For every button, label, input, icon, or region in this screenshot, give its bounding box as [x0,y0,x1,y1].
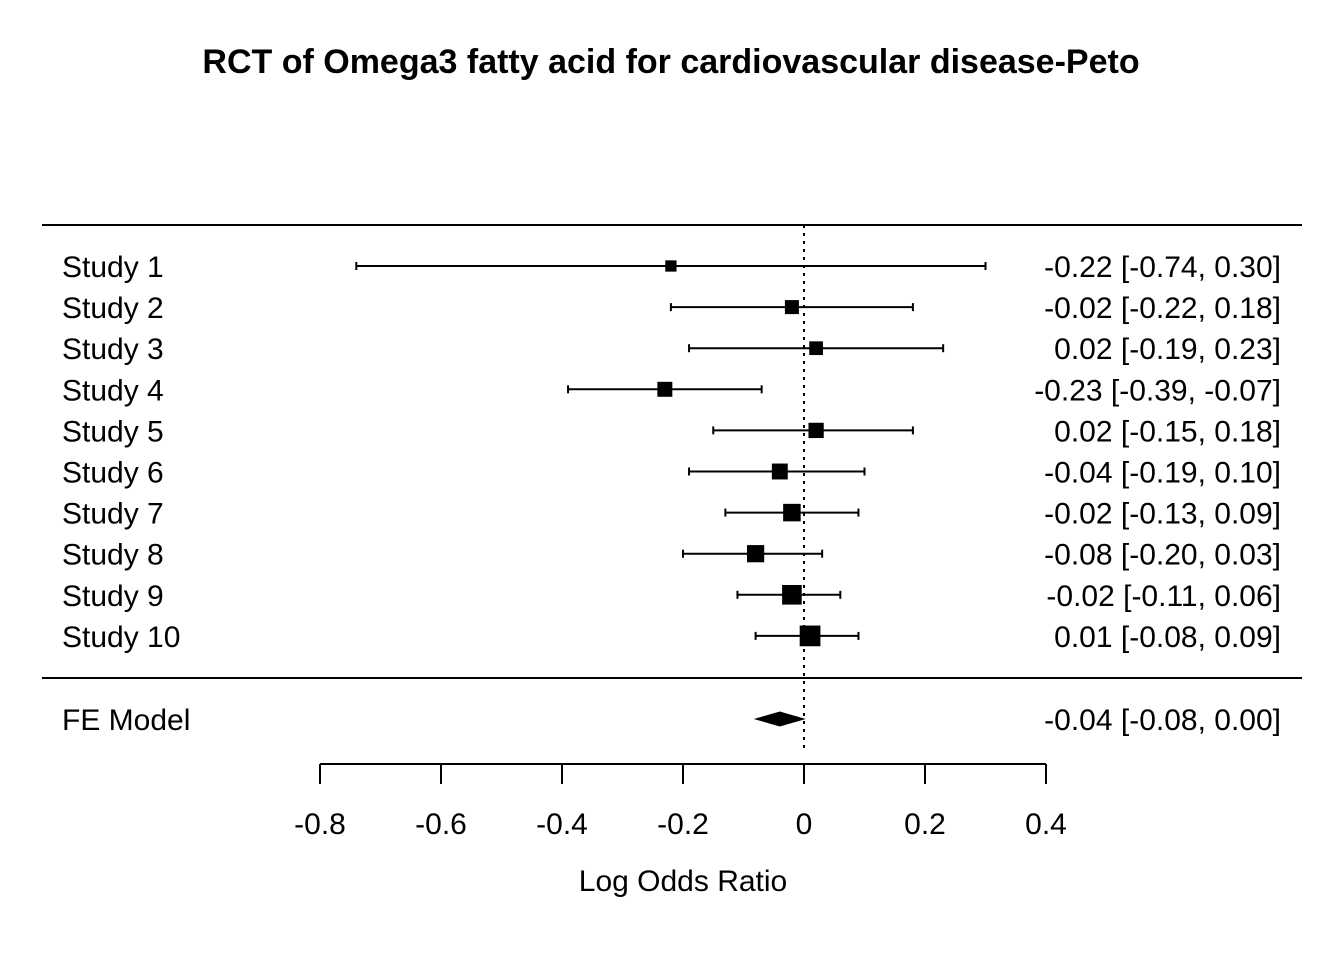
study-rows: Study 1 -0.22 [-0.74, 0.30] Study 2 -0.02 [… [62,251,1281,654]
point-estimate-square [783,503,801,522]
point-estimate-square [799,625,821,647]
study-row: Study 5 0.02 [-0.15, 0.18] [62,415,1281,448]
study-label: Study 9 [62,580,164,613]
point-estimate-square [771,463,788,480]
estimate-ci-text: 0.02 [-0.19, 0.23] [1054,333,1281,366]
estimate-ci-text: -0.04 [-0.19, 0.10] [1044,457,1281,490]
point-estimate-square [784,300,799,315]
study-row: Study 3 0.02 [-0.19, 0.23] [62,333,1281,366]
x-tick-label: -0.6 [415,808,467,841]
study-label: Study 3 [62,333,164,366]
estimate-ci-text: -0.08 [-0.20, 0.03] [1044,539,1281,572]
study-label: Study 2 [62,292,164,325]
study-row: Study 4 -0.23 [-0.39, -0.07] [62,374,1281,407]
x-tick-label: 0.4 [1025,808,1067,841]
point-estimate-square [657,381,673,397]
summary-label: FE Model [62,704,190,737]
x-axis: -0.8 -0.6 -0.4 -0.2 0 0.2 0.4 [294,763,1067,841]
summary-diamond [753,711,806,727]
study-row: Study 2 -0.02 [-0.22, 0.18] [62,292,1281,325]
estimate-ci-text: -0.02 [-0.22, 0.18] [1044,292,1281,325]
summary-row: FE Model -0.04 [-0.08, 0.00] [62,704,1281,737]
estimate-ci-text: -0.02 [-0.11, 0.06] [1046,580,1281,613]
estimate-ci-text: 0.02 [-0.15, 0.18] [1054,415,1281,448]
point-estimate-square [808,422,824,439]
summary-estimate-text: -0.04 [-0.08, 0.00] [1044,704,1281,737]
x-tick-label: 0.2 [904,808,946,841]
x-tick-label: -0.8 [294,808,346,841]
chart-title: RCT of Omega3 fatty acid for cardiovascu… [202,43,1139,81]
study-row: Study 8 -0.08 [-0.20, 0.03] [62,539,1281,572]
x-tick-label: -0.4 [536,808,588,841]
study-label: Study 10 [62,621,180,654]
point-estimate-square [665,260,677,272]
study-label: Study 8 [62,539,164,572]
point-estimate-square [747,545,765,563]
study-row: Study 10 0.01 [-0.08, 0.09] [62,621,1281,654]
study-row: Study 9 -0.02 [-0.11, 0.06] [62,580,1281,613]
study-row: Study 7 -0.02 [-0.13, 0.09] [62,498,1281,531]
study-label: Study 1 [62,251,164,284]
study-label: Study 5 [62,415,164,448]
x-axis-label: Log Odds Ratio [579,865,787,898]
study-label: Study 7 [62,498,164,531]
estimate-ci-text: -0.02 [-0.13, 0.09] [1044,498,1281,531]
study-row: Study 1 -0.22 [-0.74, 0.30] [62,251,1281,284]
study-label: Study 6 [62,457,164,490]
study-label: Study 4 [62,374,164,407]
x-tick-label: -0.2 [657,808,709,841]
study-row: Study 6 -0.04 [-0.19, 0.10] [62,457,1281,490]
estimate-ci-text: -0.22 [-0.74, 0.30] [1044,251,1281,284]
point-estimate-square [782,585,802,605]
x-tick-label: 0 [796,808,813,841]
estimate-ci-text: 0.01 [-0.08, 0.09] [1054,621,1281,654]
estimate-ci-text: -0.23 [-0.39, -0.07] [1034,374,1281,407]
point-estimate-square [809,341,823,356]
